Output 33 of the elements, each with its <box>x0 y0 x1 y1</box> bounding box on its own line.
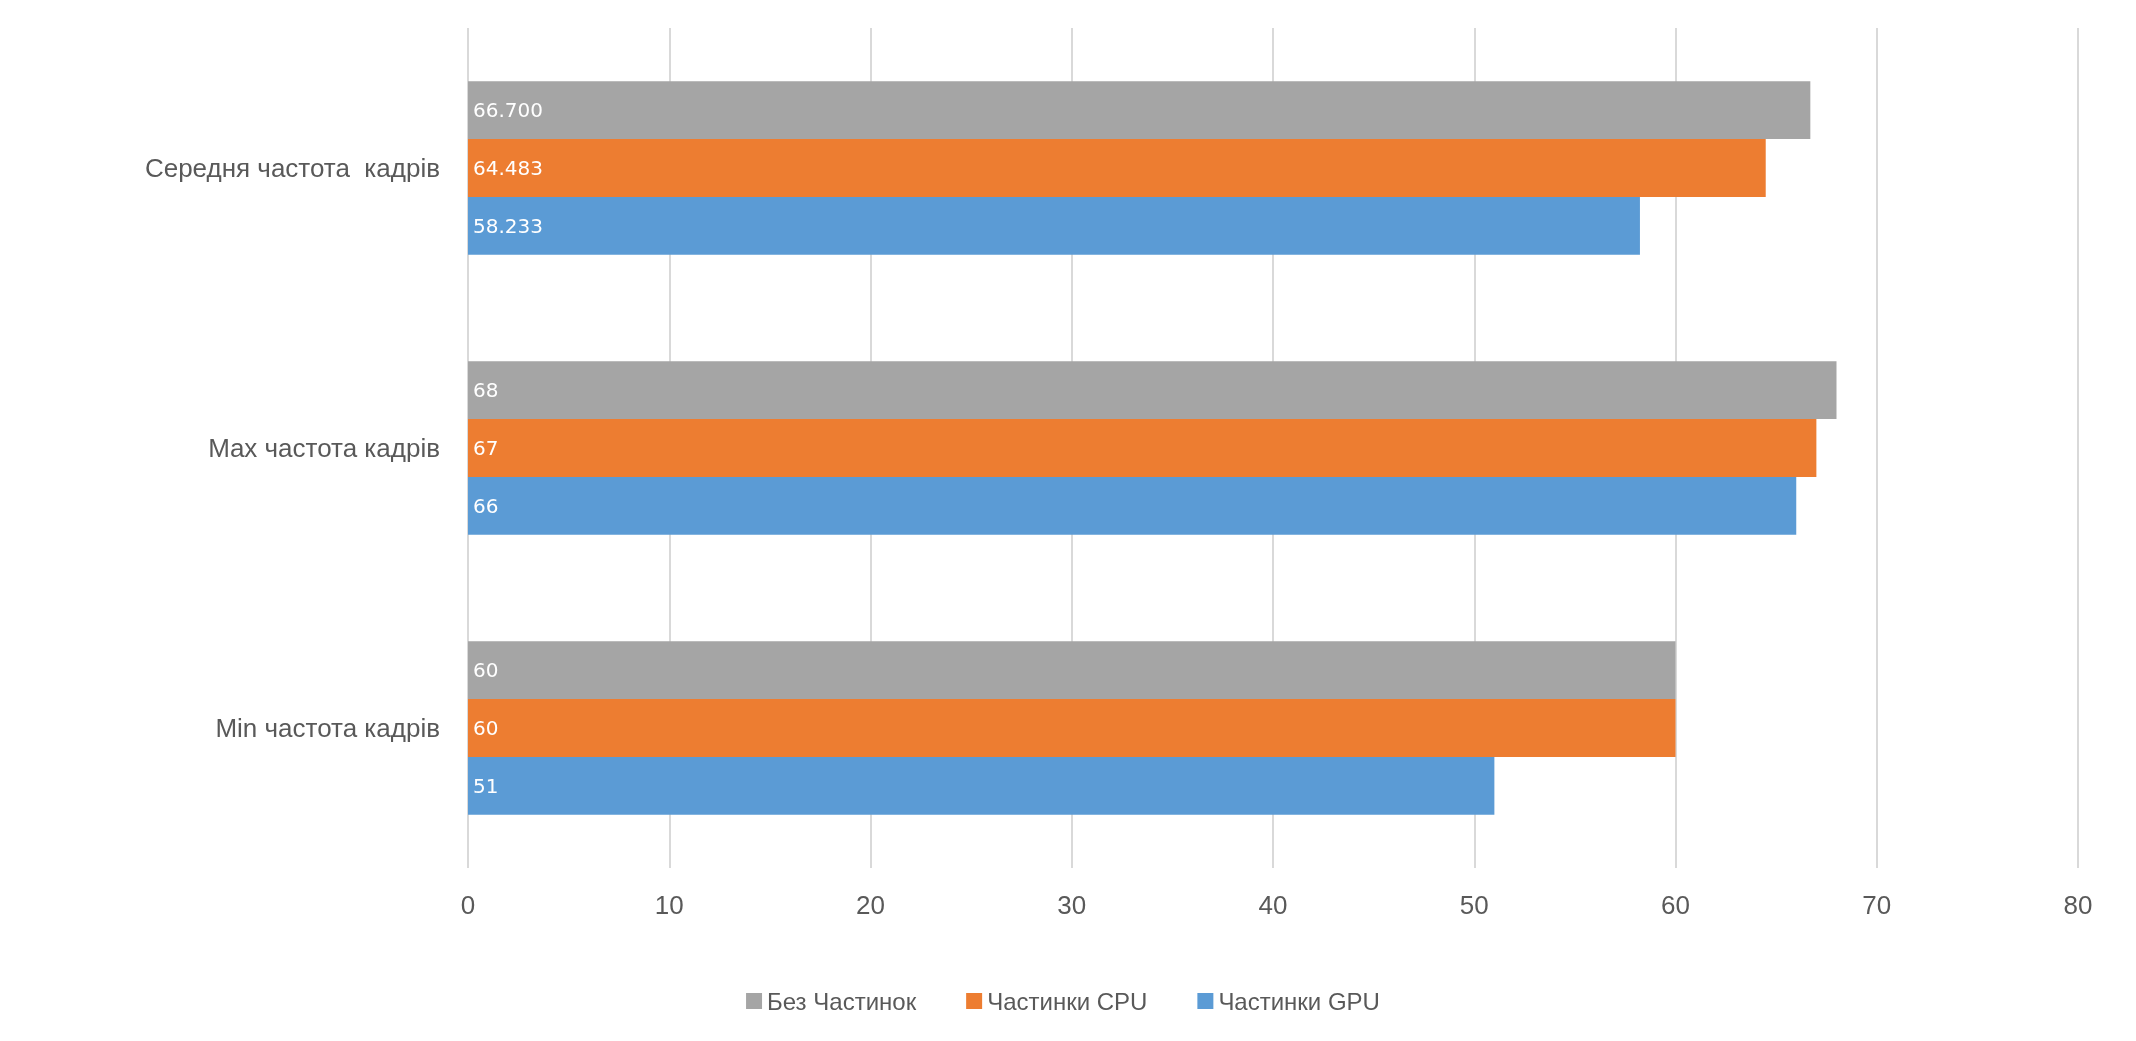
y-tick-label: Середня частота кадрів <box>144 153 440 183</box>
data-label: 68 <box>473 378 499 403</box>
x-tick-label: 60 <box>1661 890 1690 920</box>
x-tick-label: 0 <box>460 890 476 920</box>
bar <box>468 139 1766 197</box>
x-tick-label: 80 <box>2063 890 2093 920</box>
bar <box>468 641 1676 700</box>
bar <box>468 419 1817 477</box>
bar <box>468 361 1837 420</box>
x-tick-label: 20 <box>856 890 885 920</box>
legend-label: Частинки CPU <box>987 987 1148 1015</box>
data-label: 66.700 <box>473 98 543 123</box>
bar <box>468 196 1640 255</box>
data-label: 60 <box>473 658 499 683</box>
bar <box>468 756 1495 815</box>
x-tick-label: 50 <box>1459 890 1489 920</box>
data-label: 58.233 <box>473 213 543 238</box>
data-label: 66 <box>473 493 499 518</box>
bar <box>468 476 1797 535</box>
data-label: 60 <box>473 716 499 740</box>
x-tick-label: 30 <box>1057 890 1087 920</box>
data-label: 51 <box>473 773 499 798</box>
bar <box>468 699 1676 757</box>
x-tick-label: 10 <box>654 890 684 920</box>
legend-label: Частинки GPU <box>1218 987 1380 1015</box>
data-label: 67 <box>473 436 499 460</box>
legend-label: Без Частинок <box>767 987 917 1015</box>
data-label: 64.483 <box>473 156 543 180</box>
y-tick-label: Min частота кадрів <box>215 713 440 743</box>
y-tick-label: Max частота кадрів <box>208 433 440 463</box>
bar <box>468 81 1811 140</box>
x-tick-label: 40 <box>1258 890 1288 920</box>
x-tick-label: 70 <box>1862 890 1892 920</box>
